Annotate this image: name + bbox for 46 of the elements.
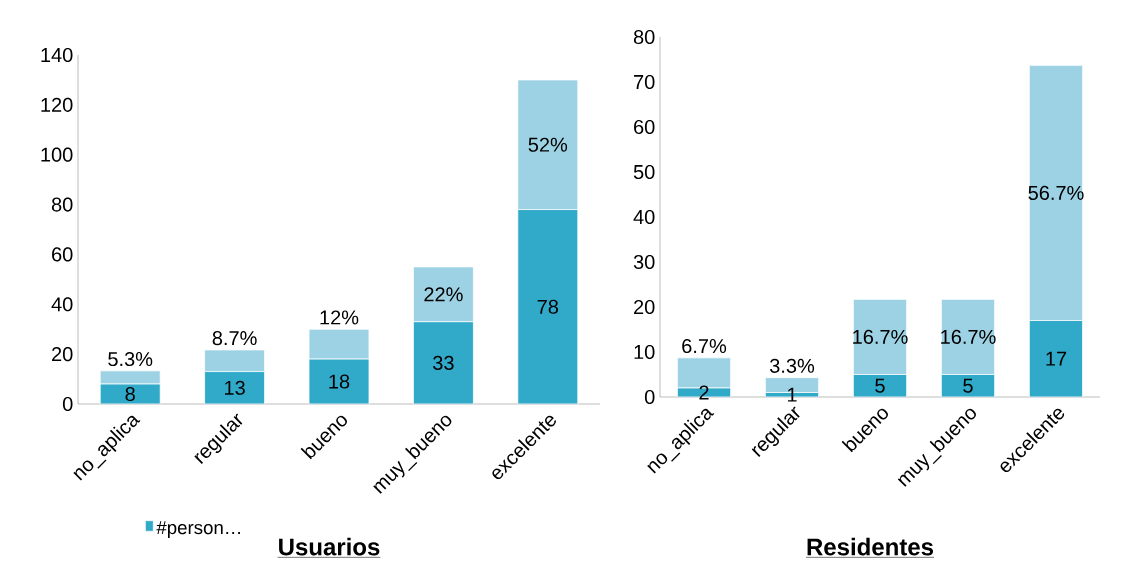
text: Residentes	[807, 537, 934, 556]
y-tick-label: 80	[633, 29, 655, 45]
bar	[1028, 320, 1084, 397]
y-tick-label: 80	[51, 197, 73, 212]
y-tick-label: 120	[41, 97, 73, 112]
y-tick-label: 0	[62, 396, 73, 412]
y-tick-label: 20	[634, 299, 655, 315]
y-tick-label: 40	[51, 297, 73, 312]
bar	[204, 349, 266, 372]
y-tick-label: 10	[634, 344, 655, 360]
y-tick-label: 40	[633, 209, 655, 225]
data-label: 33	[433, 355, 454, 370]
data-label: 1	[787, 387, 797, 402]
data-label: 8	[125, 386, 135, 402]
y-tick-label: 60	[52, 247, 73, 262]
data-label: 13	[225, 380, 245, 395]
bar	[517, 209, 579, 404]
text: Usuarios	[279, 537, 380, 556]
bar	[413, 266, 474, 323]
bar	[413, 321, 474, 404]
bar	[308, 328, 370, 360]
y-tick-label: 0	[644, 389, 655, 405]
data-label: 78	[537, 299, 559, 314]
y-tick-label: 30	[633, 254, 655, 270]
data-label: 3.3%	[769, 358, 815, 373]
data-label: 6.7%	[682, 338, 727, 354]
data-label: 16.7%	[941, 329, 996, 344]
data-label: 8.7%	[212, 331, 257, 346]
data-label: 12%	[320, 310, 359, 325]
y-tick-label: 140	[41, 47, 73, 63]
data-label: 5	[963, 378, 973, 393]
y-tick-label: 60	[634, 119, 655, 135]
data-label: 56.7%	[1028, 185, 1084, 200]
data-label: 5.3%	[108, 351, 153, 367]
y-tick-label: 20	[52, 347, 73, 362]
data-label: 22%	[424, 287, 463, 302]
data-label: 2	[699, 385, 709, 400]
y-tick-label: 100	[41, 147, 73, 162]
data-label: 17	[1046, 351, 1067, 366]
legend-label: #person…	[156, 521, 240, 538]
y-tick-label: 50	[633, 164, 655, 180]
data-label: 18	[329, 374, 350, 389]
data-label: 5	[875, 378, 885, 393]
data-label: 16.7%	[853, 329, 908, 344]
data-label: 52%	[528, 137, 568, 152]
y-tick-label: 70	[634, 74, 655, 90]
